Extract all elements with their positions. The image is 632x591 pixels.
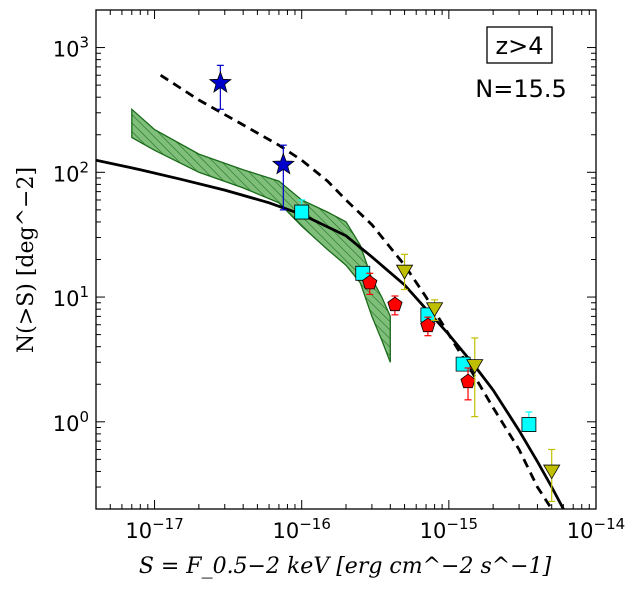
y-tick-label: 102 — [53, 158, 89, 186]
redshift-label: z>4 — [496, 32, 544, 60]
x-axis-title: S = F_0.5−2 keV [erg cm^−2 s^−1] — [139, 554, 552, 579]
x-tick-label: 10−14 — [567, 515, 625, 543]
triangles-point — [466, 359, 484, 375]
green-hatched-band — [131, 107, 391, 363]
triangles-point — [395, 264, 414, 280]
redshift-label-box: z>4 — [486, 26, 553, 64]
y-tick-label: 101 — [53, 283, 89, 311]
triangles-point — [543, 464, 561, 480]
y-tick-label: 100 — [53, 408, 89, 436]
x-tick-label: 10−16 — [273, 515, 331, 543]
stars-point — [208, 70, 232, 93]
triangles-point — [425, 302, 444, 318]
y-tick-label: 103 — [53, 34, 89, 62]
plot-frame — [95, 9, 597, 510]
pentagons-point — [362, 274, 378, 290]
squares-point — [521, 417, 537, 432]
y-axis-title: N(>S) [deg^−2] — [14, 167, 39, 353]
x-tick-label: 10−15 — [420, 515, 478, 543]
pentagons-point — [420, 317, 436, 333]
n-label: N=15.5 — [475, 75, 567, 103]
x-tick-label: 10−17 — [125, 515, 183, 543]
squares-point — [294, 204, 310, 220]
stars-point — [271, 152, 295, 175]
pentagons-point — [460, 373, 476, 389]
pentagons-point — [387, 296, 403, 312]
dashed-model — [159, 74, 553, 509]
